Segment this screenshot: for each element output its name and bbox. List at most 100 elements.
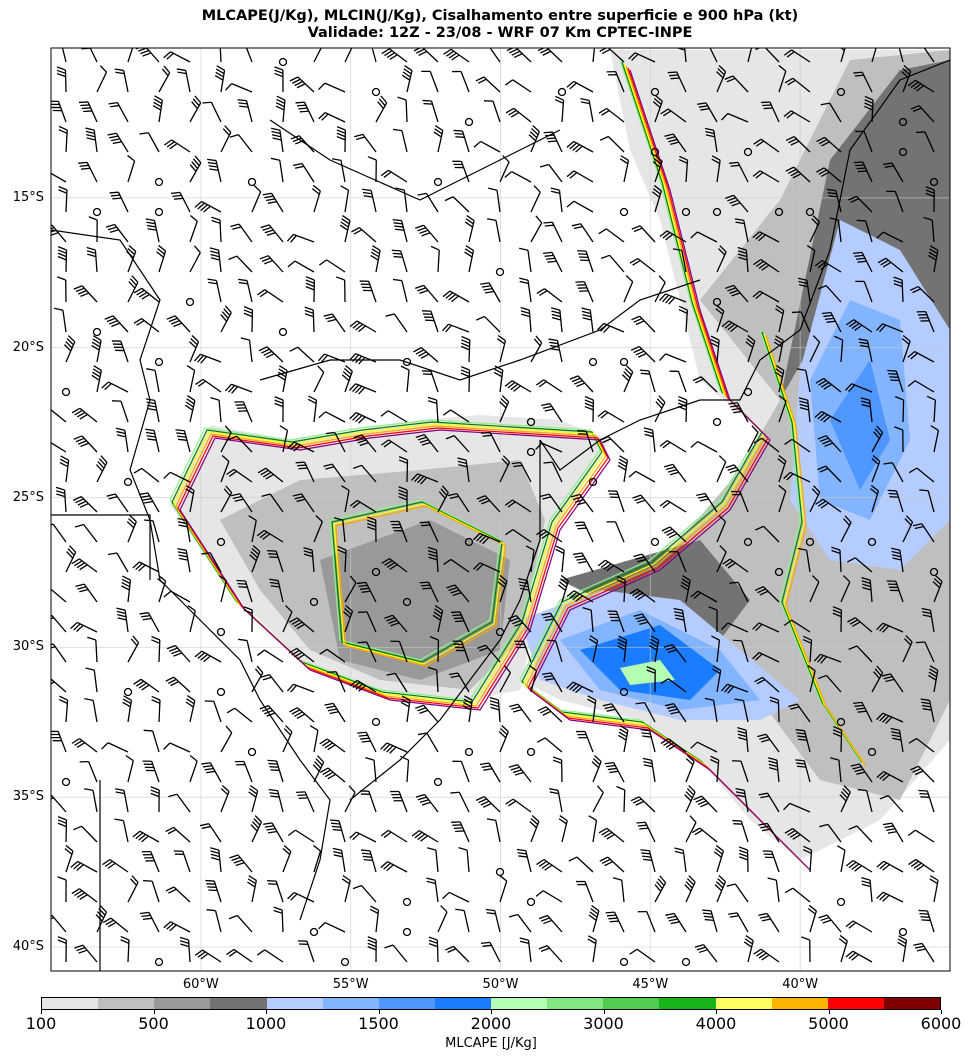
wind-barb-flag [696, 946, 706, 951]
wind-barb-flag [84, 698, 94, 701]
wind-barb-flag [851, 953, 859, 961]
wind-barb [365, 731, 377, 753]
wind-barb-flag [539, 290, 548, 297]
wind-barb-flag [681, 578, 690, 585]
wind-barb-flag [296, 623, 306, 630]
wind-barb [820, 653, 842, 663]
wind-barb-flag [401, 695, 411, 701]
calm-wind-circle [805, 537, 815, 547]
wind-barb-flag [243, 609, 253, 614]
wind-barb [651, 760, 656, 783]
wind-barb-flag [348, 785, 356, 793]
wind-barb-flag [133, 467, 143, 474]
wind-barb-flag [131, 875, 139, 883]
wind-barb-flag [769, 699, 779, 704]
wind-barb [147, 492, 160, 513]
wind-barb-flag [813, 485, 821, 493]
wind-barb-flag [575, 686, 583, 694]
wind-barb-flag [802, 848, 812, 854]
wind-barb [387, 861, 408, 873]
wind-barb [517, 703, 532, 723]
wind-barb [88, 761, 98, 783]
wind-barb [852, 950, 873, 963]
wind-barb-flag [193, 353, 201, 362]
wind-barb-flag [504, 171, 513, 179]
wind-barb-flag [528, 134, 537, 142]
wind-barb-flag [629, 588, 638, 595]
wind-barb-flag [587, 36, 595, 40]
map-frame [50, 47, 951, 972]
wind-barb [488, 762, 501, 783]
wind-barb-flag [821, 141, 830, 147]
wind-barb [237, 854, 253, 873]
wind-barb [201, 200, 222, 213]
wind-barb-flag [711, 155, 721, 161]
wind-barb [551, 461, 563, 483]
wind-barb [398, 521, 408, 543]
wind-barb-flag [625, 365, 634, 373]
wind-barb [344, 220, 351, 243]
wind-barb-flag [898, 935, 907, 941]
wind-barb [403, 190, 408, 213]
wind-barb-flag [678, 158, 688, 164]
wind-barb [189, 102, 202, 123]
wind-barb [825, 285, 842, 303]
wind-barb-flag [631, 225, 641, 230]
wind-barb-flag [608, 917, 618, 920]
wind-barb-flag [599, 135, 609, 141]
wind-barb-flag [852, 701, 863, 705]
wind-barb [158, 580, 167, 603]
wind-barb-flag [558, 818, 567, 825]
wind-barb-flag [499, 401, 507, 409]
wind-barb-flag [542, 251, 553, 255]
wind-barb-flag [137, 48, 147, 52]
wind-barb [497, 700, 501, 723]
wind-barb-flag [260, 224, 270, 229]
wind-barb-flag [501, 395, 510, 403]
wind-barb-flag [269, 578, 279, 582]
wind-barb [437, 492, 449, 513]
wind-barb-flag [507, 800, 517, 807]
wind-barb-flag [56, 493, 66, 498]
calm-wind-circle [619, 687, 629, 697]
wind-barb-flag [357, 641, 367, 644]
wind-barb [522, 641, 532, 663]
wind-barb-flag [925, 189, 935, 194]
wind-barb-flag [786, 112, 795, 119]
wind-barb-flag [654, 884, 662, 892]
wind-barb-flag [303, 553, 313, 558]
wind-barb-flag [802, 638, 812, 644]
colorbar-swatch [98, 998, 155, 1009]
wind-barb-flag [274, 66, 284, 71]
wind-barb [639, 315, 656, 333]
wind-barb-flag [141, 914, 151, 918]
wind-barb [762, 676, 780, 693]
calm-wind-circle [526, 447, 536, 457]
wind-barb-flag [259, 531, 268, 539]
wind-barb [150, 851, 160, 873]
wind-barb-flag [855, 164, 865, 167]
wind-barb-flag [528, 664, 537, 672]
wind-barb-flag [152, 105, 162, 111]
wind-barb-flag [358, 416, 366, 424]
wind-barb-flag [587, 39, 595, 43]
wind-barb-flag [86, 137, 96, 141]
wind-barb [365, 582, 377, 603]
wind-barb-flag [121, 585, 130, 591]
wind-barb-flag [73, 435, 83, 440]
wind-barb [776, 760, 780, 783]
wind-barb [375, 910, 380, 933]
wind-barb-flag [656, 881, 663, 889]
wind-barb-flag [796, 762, 806, 765]
wind-barb-flag [721, 113, 729, 121]
wind-barb [512, 529, 532, 543]
wind-barb [479, 532, 501, 543]
wind-barb-flag [833, 725, 842, 731]
wind-barb-flag [80, 442, 89, 448]
wind-barb [139, 830, 160, 843]
wind-barb-flag [566, 681, 574, 689]
wind-barb-flag [86, 246, 96, 251]
wind-barb-flag [87, 253, 97, 258]
wind-barb-flag [670, 77, 680, 80]
wind-barb [82, 944, 98, 963]
